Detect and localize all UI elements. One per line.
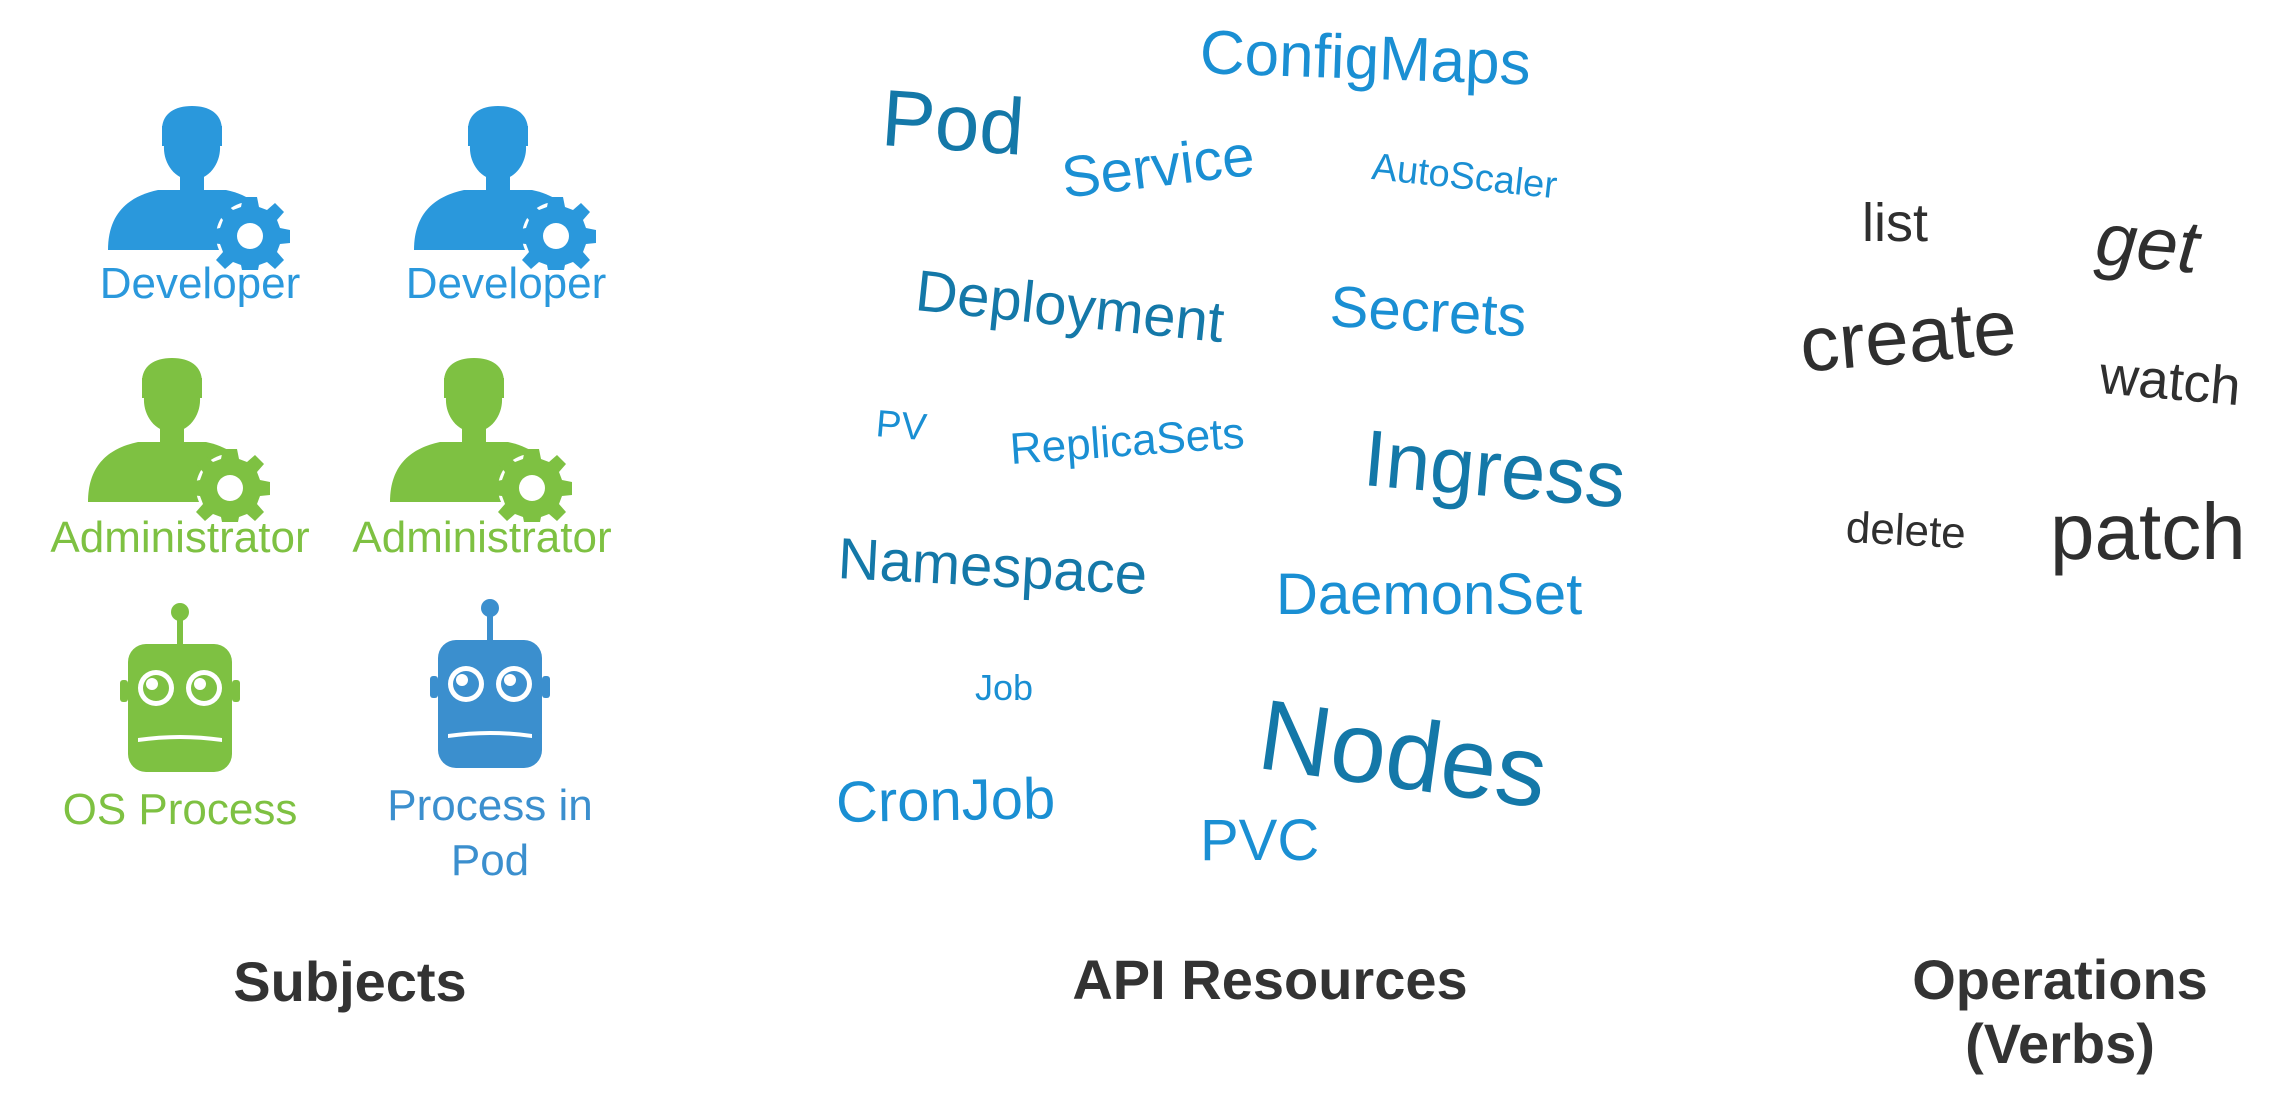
verb-word: list bbox=[1862, 193, 1928, 253]
verb-word: create bbox=[1796, 282, 2020, 389]
subject-label: Administrator bbox=[352, 513, 612, 562]
resource-word: Namespace bbox=[836, 526, 1149, 608]
subject-label: Developer bbox=[405, 259, 607, 308]
api-resources-caption: API Resources bbox=[1072, 948, 1468, 1011]
resource-word: ReplicaSets bbox=[1008, 408, 1246, 474]
resource-word: AutoScaler bbox=[1369, 146, 1560, 208]
administrator-gear-icon bbox=[390, 358, 572, 522]
subject-administrator-1: Administrator bbox=[30, 352, 330, 565]
subject-label: Process in Pod bbox=[387, 781, 593, 885]
robot-icon bbox=[120, 603, 240, 772]
operations-caption-line1: Operations bbox=[1912, 948, 2208, 1011]
verb-word: delete bbox=[1844, 503, 1968, 559]
resource-word: Secrets bbox=[1328, 274, 1529, 350]
resource-word: Service bbox=[1057, 122, 1258, 211]
resource-word: Ingress bbox=[1360, 413, 1630, 525]
subject-developer-2: Developer bbox=[356, 100, 656, 311]
resource-word: Deployment bbox=[912, 258, 1228, 356]
developer-gear-icon bbox=[108, 106, 290, 270]
subject-label: Administrator bbox=[50, 513, 310, 562]
operations-caption-line2: (Verbs) bbox=[1965, 1012, 2155, 1076]
verb-word: watch bbox=[2097, 345, 2244, 418]
resource-word: Nodes bbox=[1252, 678, 1555, 830]
subject-developer-1: Developer bbox=[50, 100, 350, 311]
operations-caption: Operations (Verbs) bbox=[1820, 948, 2280, 1077]
resource-word: DaemonSet bbox=[1276, 562, 1583, 627]
resource-word: Pod bbox=[878, 73, 1028, 172]
resource-word: Job bbox=[975, 667, 1034, 708]
developer-gear-icon bbox=[414, 106, 596, 270]
subject-process-in-pod: Process in Pod bbox=[340, 596, 640, 888]
resource-word: CronJob bbox=[835, 766, 1056, 835]
verb-word: patch bbox=[2050, 487, 2246, 576]
resource-word: PV bbox=[874, 403, 929, 450]
subject-administrator-2: Administrator bbox=[332, 352, 632, 565]
verb-word: get bbox=[2092, 197, 2203, 289]
subject-label: Developer bbox=[99, 259, 301, 308]
subject-label: OS Process bbox=[62, 785, 298, 834]
subjects-caption: Subjects bbox=[233, 950, 467, 1013]
resource-word: ConfigMaps bbox=[1198, 18, 1532, 99]
administrator-gear-icon bbox=[88, 358, 270, 522]
robot-icon bbox=[430, 599, 550, 768]
subject-os-process: OS Process bbox=[30, 600, 330, 837]
resource-word: PVC bbox=[1200, 808, 1320, 873]
